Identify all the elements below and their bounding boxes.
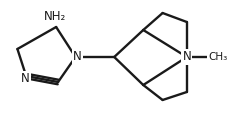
Text: N: N: [73, 49, 81, 63]
Text: N: N: [21, 72, 30, 86]
Text: N: N: [182, 51, 190, 63]
Text: NH₂: NH₂: [44, 10, 66, 23]
Text: CH₃: CH₃: [207, 52, 226, 62]
